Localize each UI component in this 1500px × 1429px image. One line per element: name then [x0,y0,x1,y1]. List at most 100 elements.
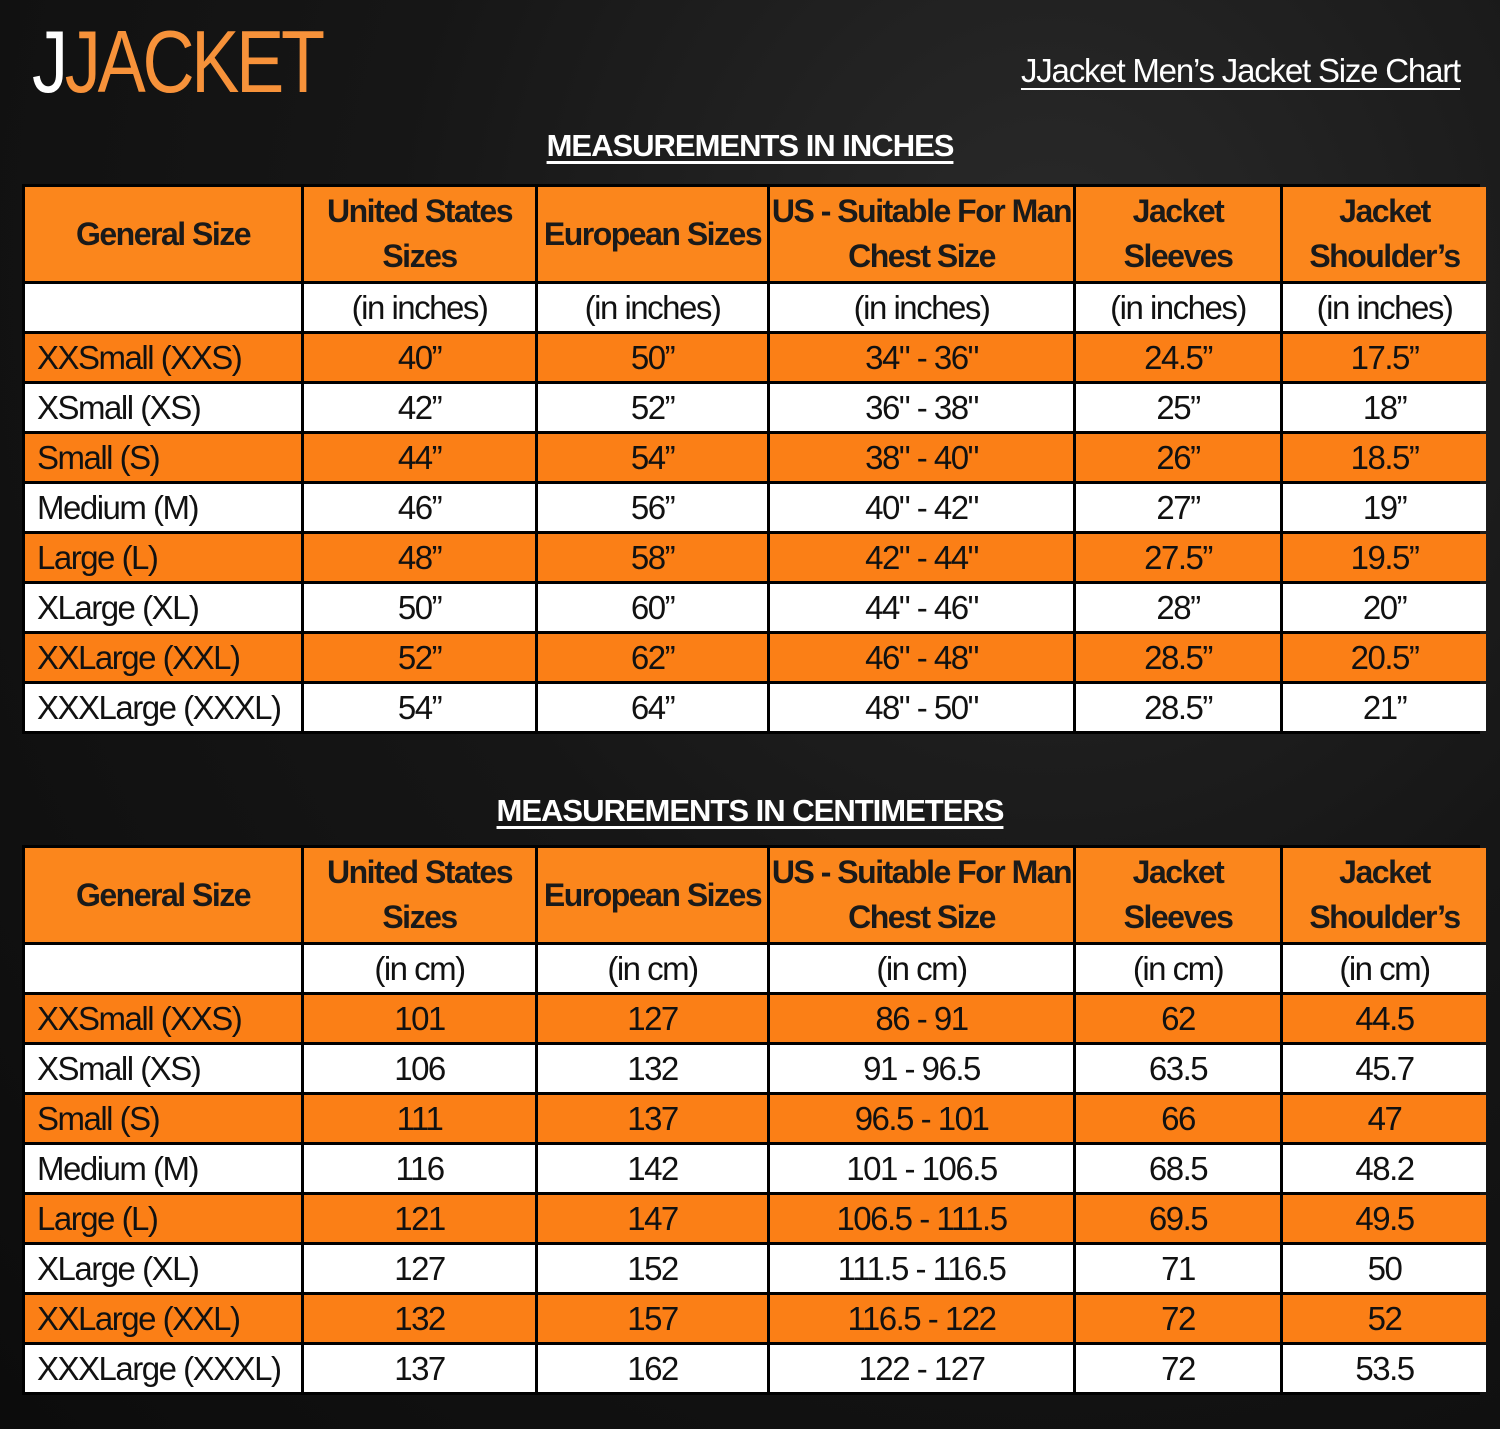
table-cell: 44” [304,434,535,481]
table-cell: 56” [538,484,767,531]
table-cell: 157 [538,1295,767,1342]
table-cell: 53.5 [1283,1345,1486,1392]
table-cell: 21” [1283,684,1486,731]
table-cell: 72 [1076,1345,1280,1392]
size-label-cell: XXLarge (XXL) [25,634,301,681]
table-cell: 20.5” [1283,634,1486,681]
table-cell: 60” [538,584,767,631]
table-cell: 63.5 [1076,1045,1280,1092]
table-cell: 111.5 - 116.5 [770,1245,1073,1292]
table-cell: 54” [538,434,767,481]
table-cell: 132 [304,1295,535,1342]
table-cell: 52” [538,384,767,431]
table-cell: 127 [304,1245,535,1292]
table-cell: 68.5 [1076,1145,1280,1192]
table-cell: 42” [304,384,535,431]
size-label-cell: XSmall (XS) [25,384,301,431]
table-cell: 137 [538,1095,767,1142]
table-cell: 47 [1283,1095,1486,1142]
section-title-inches: MEASUREMENTS IN INCHES [546,128,955,163]
section-title-centimeters: MEASUREMENTS IN CENTIMETERS [496,793,1005,828]
table-cell: 28.5” [1076,684,1280,731]
table-cell: 27” [1076,484,1280,531]
size-table-inches: General Size United States Sizes European … [22,184,1486,734]
table-cell: 45.7 [1283,1045,1486,1092]
column-header: US - Suitable For Man Chest Size [770,187,1073,281]
table-cell: 44" - 46" [770,584,1073,631]
table-cell: 62” [538,634,767,681]
column-header: Jacket Sleeves [1076,848,1280,942]
table-cell: 162 [538,1345,767,1392]
size-label-cell: XLarge (XL) [25,1245,301,1292]
unit-label: (in cm) [1283,945,1486,992]
table-cell: 54” [304,684,535,731]
table-cell: 121 [304,1195,535,1242]
table-cell: 101 - 106.5 [770,1145,1073,1192]
table-cell: 111 [304,1095,535,1142]
table-cell: 28” [1076,584,1280,631]
column-header: General Size [25,848,301,942]
table-cell: 147 [538,1195,767,1242]
table-cell: 127 [538,995,767,1042]
size-label-cell: Large (L) [25,1195,301,1242]
unit-label: (in cm) [304,945,535,992]
table-cell: 106.5 - 111.5 [770,1195,1073,1242]
unit-label: (in cm) [538,945,767,992]
table-cell: 50” [538,334,767,381]
column-header: Jacket Sleeves [1076,187,1280,281]
unit-label: (in inches) [304,284,535,331]
size-label-cell: XXSmall (XXS) [25,995,301,1042]
size-table-centimeters: General Size United States Sizes European … [22,845,1486,1395]
table-cell: 152 [538,1245,767,1292]
table-cell: 116.5 - 122 [770,1295,1073,1342]
column-header: US - Suitable For Man Chest Size [770,848,1073,942]
unit-label: (in cm) [1076,945,1280,992]
size-label-cell: XLarge (XL) [25,584,301,631]
column-header: United States Sizes [304,187,535,281]
table-cell: 42" - 44" [770,534,1073,581]
table-cell: 46" - 48" [770,634,1073,681]
logo-text: JACKET [64,12,325,111]
table-cell: 96.5 - 101 [770,1095,1073,1142]
table-cell: 18” [1283,384,1486,431]
table-cell: 66 [1076,1095,1280,1142]
table-cell: 64” [538,684,767,731]
unit-label: (in inches) [538,284,767,331]
table-cell: 116 [304,1145,535,1192]
size-label-cell: XXXLarge (XXXL) [25,1345,301,1392]
table-cell: 20” [1283,584,1486,631]
unit-label [25,945,301,992]
size-label-cell: Medium (M) [25,1145,301,1192]
table-cell: 71 [1076,1245,1280,1292]
column-header: United States Sizes [304,848,535,942]
chart-subtitle: JJacket Men’s Jacket Size Chart [1020,52,1461,89]
table-cell: 142 [538,1145,767,1192]
table-cell: 49.5 [1283,1195,1486,1242]
size-label-cell: Large (L) [25,534,301,581]
table-cell: 137 [304,1345,535,1392]
table-cell: 40" - 42" [770,484,1073,531]
table-cell: 36" - 38" [770,384,1073,431]
table-cell: 48" - 50" [770,684,1073,731]
unit-label: (in inches) [1076,284,1280,331]
table-cell: 58” [538,534,767,581]
unit-label: (in inches) [770,284,1073,331]
table-cell: 28.5” [1076,634,1280,681]
table-cell: 44.5 [1283,995,1486,1042]
column-header: Jacket Shoulder’s [1283,848,1486,942]
table-cell: 38" - 40" [770,434,1073,481]
table-cell: 19.5” [1283,534,1486,581]
table-cell: 86 - 91 [770,995,1073,1042]
size-label-cell: XXLarge (XXL) [25,1295,301,1342]
table-cell: 25” [1076,384,1280,431]
table-cell: 34" - 36" [770,334,1073,381]
table-cell: 26” [1076,434,1280,481]
column-header: General Size [25,187,301,281]
table-cell: 24.5” [1076,334,1280,381]
table-cell: 72 [1076,1295,1280,1342]
unit-label [25,284,301,331]
brand-logo: JJACKET [32,18,325,106]
table-cell: 48.2 [1283,1145,1486,1192]
table-cell: 50” [304,584,535,631]
table-cell: 106 [304,1045,535,1092]
